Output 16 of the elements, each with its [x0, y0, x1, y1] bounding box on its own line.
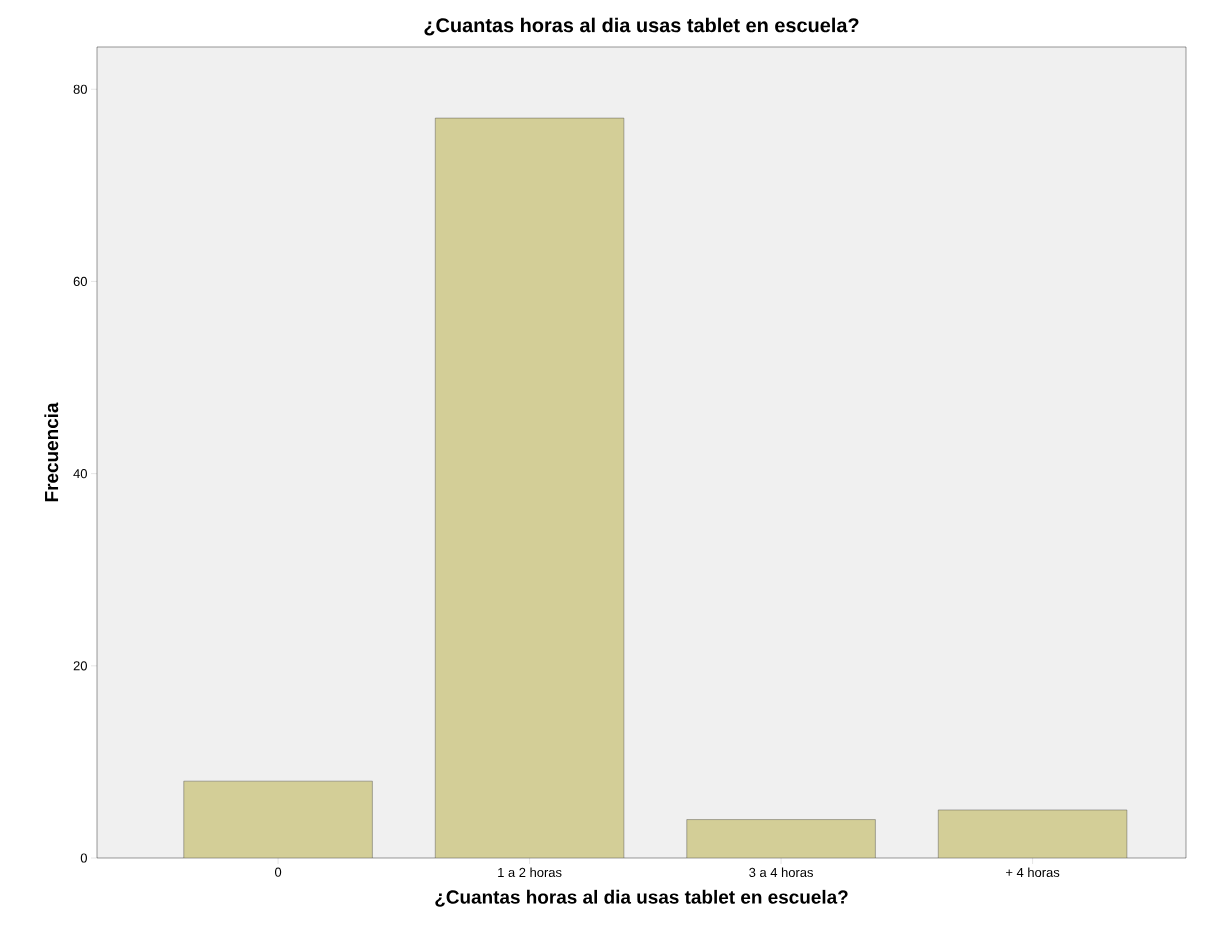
y-tick-label: 60: [73, 276, 87, 287]
y-tick-label: 0: [80, 853, 87, 863]
x-tick-label: + 4 horas: [1006, 867, 1060, 878]
x-axis-title: ¿Cuantas horas al dia usas tablet en escuela?: [435, 889, 848, 907]
y-axis-title: Frecuencia: [44, 402, 59, 502]
y-tick-label: 20: [73, 661, 87, 671]
x-tick-label: 0: [274, 867, 282, 877]
bar: [686, 819, 876, 858]
y-tick-label: 40: [73, 469, 87, 479]
bar: [183, 780, 373, 858]
bar: [435, 117, 625, 858]
x-tick-label: 3 a 4 horas: [749, 867, 814, 878]
x-tick-label: 1 a 2 horas: [498, 867, 562, 878]
chart-title: ¿Cuantas horas al dia usas tablet en escuela?: [424, 17, 859, 36]
y-tick-label: 80: [73, 84, 87, 94]
bar: [938, 809, 1128, 858]
